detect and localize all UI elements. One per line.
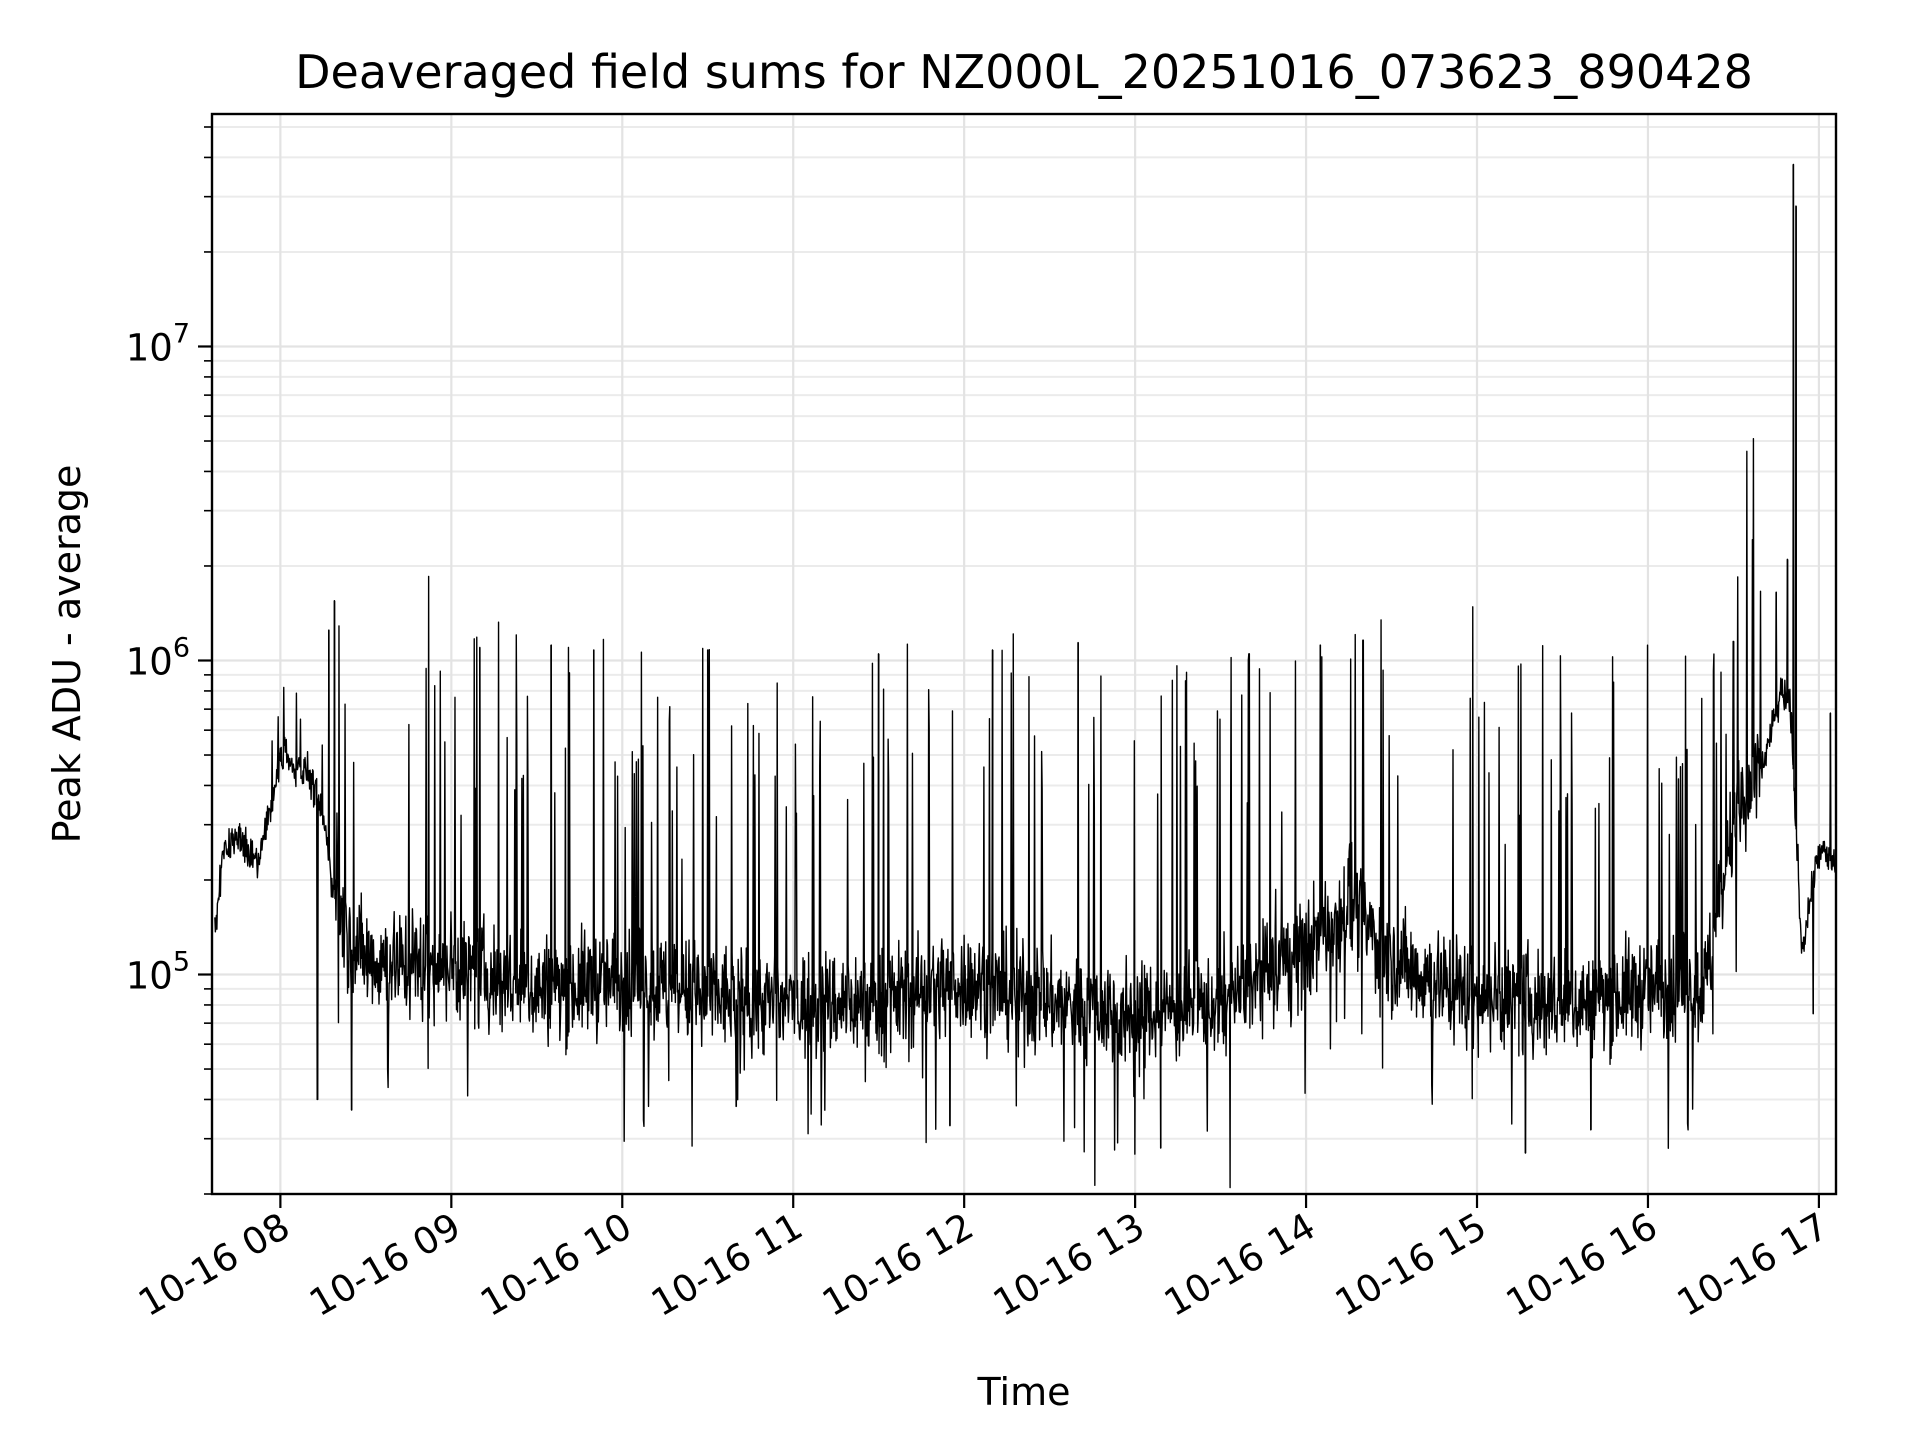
plot-frame bbox=[210, 112, 1838, 1196]
y-tick-label: 105 bbox=[126, 947, 190, 998]
series-line bbox=[214, 163, 1837, 1189]
y-tick-label: 107 bbox=[126, 318, 190, 369]
series-line-layer bbox=[214, 163, 1837, 1189]
chart-title: Deaveraged field sums for NZ000L_2025101… bbox=[295, 45, 1753, 99]
y-axis-label: Peak ADU - average bbox=[45, 465, 89, 844]
y-tick-label: 106 bbox=[126, 632, 190, 683]
x-axis-label: Time bbox=[977, 1370, 1071, 1414]
